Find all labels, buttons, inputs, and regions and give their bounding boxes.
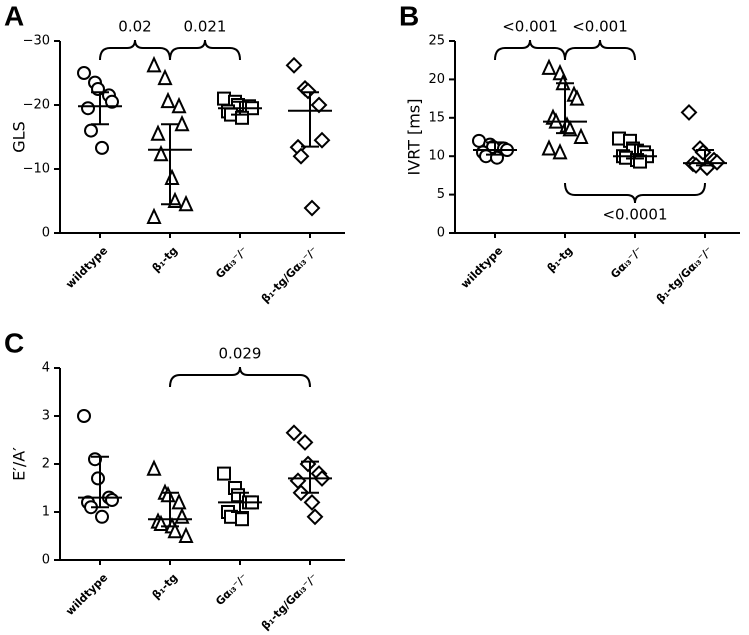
data-point	[569, 89, 585, 106]
y-tick-label: 0	[42, 553, 50, 568]
significance-bracket	[169, 39, 241, 61]
data-point	[95, 509, 109, 524]
data-point	[573, 127, 589, 144]
data-point	[178, 194, 194, 212]
significance-bracket	[564, 182, 706, 204]
p-value: <0.001	[502, 18, 558, 36]
chart-panel: A GLS 0 −10 −20 −30 wildtype β₁-tg Gαᵢ₃⁻/⁻ β₁-tg/…	[4, 0, 345, 305]
data-point	[289, 472, 307, 490]
data-point	[296, 433, 314, 451]
data-point	[160, 91, 176, 109]
data-point	[77, 66, 91, 80]
y-axis-label: E′/A′	[10, 447, 29, 481]
data-point	[95, 140, 109, 155]
x-tick-label: β₁-tg/Gαᵢ₃⁻/⁻	[259, 571, 321, 633]
data-point	[299, 455, 317, 473]
y-tick-label: 10	[428, 149, 445, 164]
y-tick-label: 0	[42, 226, 50, 241]
y-axis-label: IVRT [ms]	[405, 99, 424, 176]
data-point	[303, 493, 321, 511]
y-axis-label: GLS	[10, 121, 29, 152]
data-point	[105, 493, 119, 507]
x-tick-label: β₁-tg	[150, 244, 181, 275]
y-tick-label: 2	[42, 457, 50, 472]
data-point	[174, 507, 190, 524]
data-point	[77, 409, 91, 423]
y-tick-label: 15	[428, 110, 445, 125]
x-tick-label: wildtype	[63, 571, 110, 618]
significance-bracket	[99, 39, 171, 61]
data-point	[562, 119, 578, 137]
significance-bracket	[494, 39, 566, 61]
data-point	[146, 459, 162, 476]
data-point	[303, 199, 321, 217]
data-point	[285, 56, 303, 74]
data-point	[164, 168, 180, 185]
data-point	[81, 101, 95, 116]
chart-panel: C E′/A′ 0 1 2 3 4 wildtype β₁-tg Gαᵢ₃⁻/⁻ β₁-tg/Gαᵢ…	[4, 327, 345, 632]
p-value: 0.029	[219, 345, 262, 363]
data-point	[217, 466, 231, 481]
data-point	[167, 521, 183, 539]
data-point	[91, 471, 105, 486]
data-point	[171, 493, 187, 510]
data-point	[306, 508, 324, 526]
data-point	[105, 94, 119, 109]
data-point	[490, 150, 504, 165]
chart-panel: B IVRT [ms] 0 5 10 15 20 25 wildtype β₁-tg Gαᵢ₃⁻/⁻…	[399, 0, 740, 305]
y-tick-label: 3	[42, 409, 50, 424]
data-point	[153, 144, 169, 162]
data-point	[313, 131, 331, 149]
data-point	[84, 123, 98, 138]
significance-bracket	[564, 39, 636, 61]
data-point	[157, 68, 173, 86]
data-point	[680, 104, 698, 121]
y-tick-label: 1	[42, 505, 50, 520]
p-value: <0.001	[572, 18, 628, 36]
x-tick-label: Gαᵢ₃⁻/⁻	[213, 571, 250, 608]
data-point	[310, 96, 328, 114]
data-point	[541, 139, 557, 156]
p-value: 0.021	[184, 18, 227, 36]
data-point	[178, 526, 194, 543]
data-point	[552, 142, 568, 160]
x-tick-label: β₁-tg	[545, 244, 576, 275]
y-tick-label: 25	[428, 34, 445, 49]
x-tick-label: β₁-tg/Gαᵢ₃⁻/⁻	[654, 244, 716, 306]
data-point	[285, 424, 303, 442]
x-tick-label: β₁-tg	[150, 571, 181, 602]
p-value: 0.02	[118, 18, 151, 36]
x-tick-label: wildtype	[458, 244, 505, 291]
y-tick-label: 0	[437, 226, 445, 241]
data-point	[292, 147, 310, 165]
x-tick-label: β₁-tg/Gαᵢ₃⁻/⁻	[259, 244, 321, 306]
significance-bracket	[169, 366, 311, 388]
data-point	[146, 55, 162, 73]
y-tick-label: −10	[23, 162, 50, 177]
data-point	[150, 124, 166, 141]
x-tick-label: wildtype	[63, 244, 110, 291]
data-point	[171, 96, 187, 114]
y-tick-label: 20	[428, 72, 445, 87]
panel-label: A	[4, 0, 24, 31]
p-value: <0.0001	[602, 206, 667, 224]
x-tick-label: Gαᵢ₃⁻/⁻	[213, 244, 250, 281]
panel-label: B	[399, 0, 419, 31]
y-tick-label: 5	[437, 187, 445, 202]
data-point	[541, 58, 557, 75]
data-point	[235, 512, 249, 527]
data-point	[146, 207, 162, 224]
y-tick-label: −20	[23, 98, 50, 113]
y-tick-label: 4	[42, 361, 50, 376]
data-point	[299, 82, 317, 100]
x-tick-label: Gαᵢ₃⁻/⁻	[608, 244, 645, 281]
y-tick-label: −30	[23, 34, 50, 49]
panel-label: C	[4, 327, 24, 358]
